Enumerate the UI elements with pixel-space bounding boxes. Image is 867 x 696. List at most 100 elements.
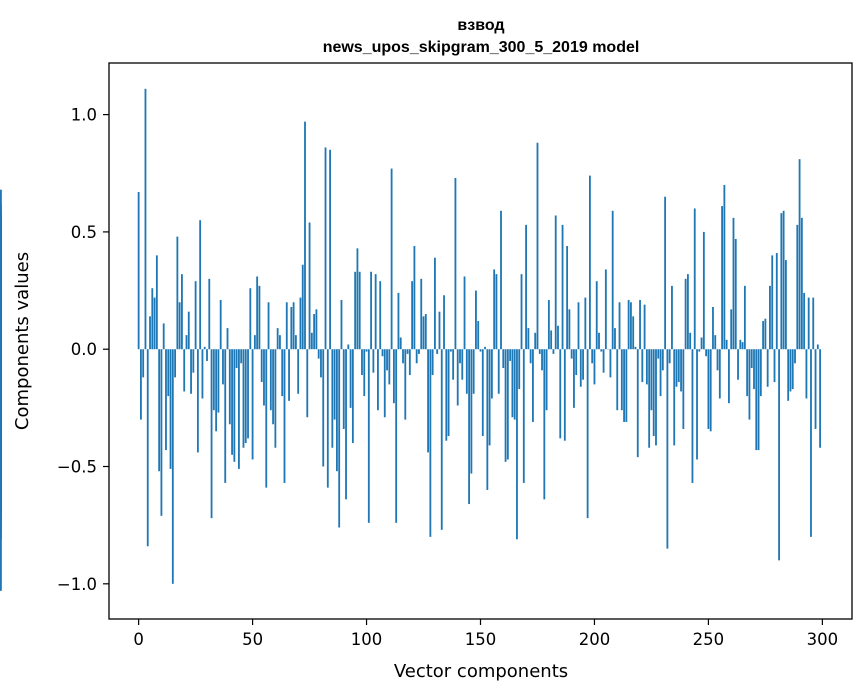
bar bbox=[728, 349, 730, 404]
y-tick-label: 1.0 bbox=[71, 106, 97, 125]
bar bbox=[317, 349, 320, 359]
bar bbox=[206, 349, 208, 361]
bar bbox=[247, 349, 249, 439]
bar bbox=[666, 349, 669, 549]
bar bbox=[593, 349, 596, 385]
bar bbox=[648, 349, 651, 448]
bar bbox=[290, 306, 293, 350]
bar bbox=[418, 349, 420, 354]
bar bbox=[705, 349, 708, 357]
bar bbox=[155, 255, 158, 350]
bar bbox=[746, 349, 749, 397]
bar bbox=[753, 349, 755, 390]
bar bbox=[203, 346, 206, 350]
bar bbox=[650, 349, 653, 411]
bar bbox=[251, 349, 254, 460]
bar bbox=[244, 349, 247, 444]
bar bbox=[588, 175, 591, 350]
bar bbox=[725, 339, 728, 350]
bar bbox=[541, 349, 543, 371]
bar bbox=[422, 316, 425, 350]
bar bbox=[315, 309, 318, 350]
bar bbox=[178, 302, 181, 350]
bar bbox=[265, 349, 268, 488]
bar bbox=[144, 88, 147, 350]
bar bbox=[260, 349, 263, 383]
bar bbox=[506, 349, 509, 460]
bar bbox=[627, 299, 630, 350]
bar bbox=[461, 349, 464, 380]
bar bbox=[434, 257, 436, 350]
bar bbox=[741, 342, 744, 350]
bar bbox=[671, 285, 673, 350]
bar bbox=[465, 349, 468, 394]
bar bbox=[294, 335, 297, 350]
bar bbox=[616, 349, 619, 411]
bar bbox=[228, 349, 231, 425]
bar bbox=[226, 328, 229, 350]
bar bbox=[349, 349, 352, 408]
bar bbox=[331, 349, 334, 448]
bar bbox=[459, 349, 461, 364]
chart-title: взвод bbox=[457, 17, 504, 34]
bar bbox=[563, 349, 566, 441]
bar bbox=[158, 349, 161, 472]
bar bbox=[283, 349, 286, 483]
bar bbox=[484, 346, 486, 350]
bar bbox=[696, 349, 698, 460]
bar bbox=[304, 121, 306, 350]
bar bbox=[445, 349, 448, 441]
bar bbox=[347, 344, 350, 350]
bar bbox=[714, 335, 717, 350]
bar bbox=[231, 349, 233, 455]
bar bbox=[618, 302, 621, 350]
bar bbox=[219, 299, 222, 350]
bar bbox=[771, 255, 774, 350]
bar bbox=[167, 349, 170, 397]
bar bbox=[538, 349, 541, 354]
bar bbox=[773, 349, 776, 383]
bar bbox=[365, 349, 368, 352]
bar bbox=[495, 274, 498, 350]
bar bbox=[395, 349, 398, 523]
bar bbox=[222, 349, 224, 385]
bar bbox=[623, 349, 625, 422]
bar bbox=[769, 285, 771, 350]
bar bbox=[614, 328, 616, 350]
bar bbox=[388, 349, 391, 385]
bar bbox=[299, 297, 302, 350]
bar bbox=[392, 349, 395, 404]
bar bbox=[190, 349, 192, 394]
bar bbox=[630, 302, 632, 350]
bar bbox=[709, 349, 712, 432]
bar bbox=[516, 349, 518, 540]
bar bbox=[475, 290, 477, 350]
bar bbox=[645, 349, 648, 385]
bar bbox=[151, 288, 154, 350]
bar bbox=[721, 206, 723, 350]
bar bbox=[750, 349, 753, 368]
bar bbox=[322, 349, 325, 467]
bar bbox=[810, 349, 812, 537]
bar bbox=[235, 349, 238, 368]
bar bbox=[176, 236, 179, 350]
y-axis-label: Components values bbox=[12, 252, 33, 430]
bar bbox=[604, 269, 607, 350]
bar bbox=[438, 311, 441, 350]
bar bbox=[625, 349, 628, 422]
bar bbox=[686, 274, 689, 350]
bar bbox=[210, 349, 213, 519]
bar bbox=[684, 278, 687, 350]
bar bbox=[566, 245, 569, 350]
y-axis-ticks: −1.0 −0.5 0.0 0.5 1.0 bbox=[57, 106, 109, 594]
bar bbox=[336, 349, 338, 472]
bar bbox=[194, 281, 197, 350]
bar bbox=[718, 349, 721, 399]
bar bbox=[582, 349, 584, 380]
bar bbox=[732, 217, 735, 350]
bar bbox=[171, 349, 174, 584]
bar bbox=[377, 349, 379, 411]
bar bbox=[636, 349, 639, 458]
y-tick-label: −0.5 bbox=[57, 458, 97, 477]
bar bbox=[267, 302, 270, 350]
